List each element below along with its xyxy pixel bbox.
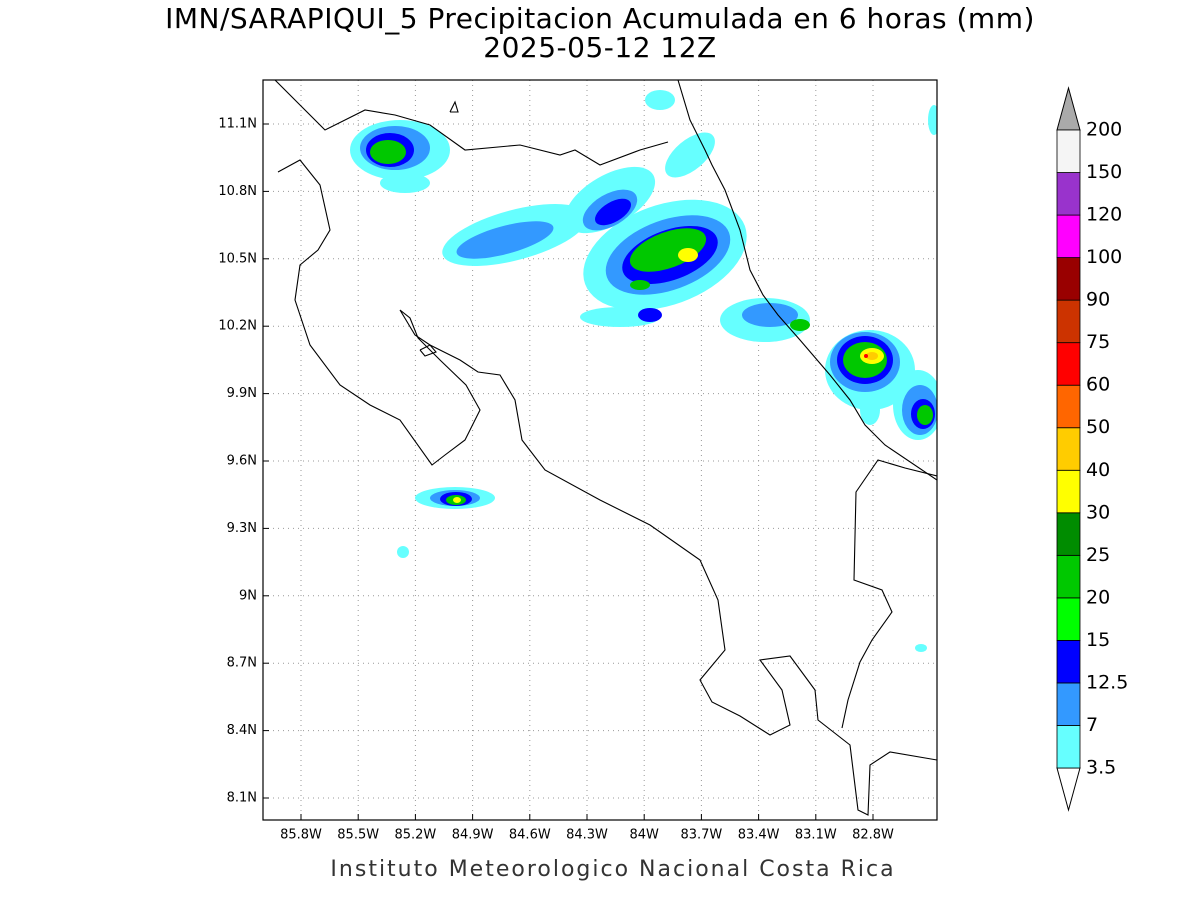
lat-tick-label: 8.4N bbox=[227, 723, 257, 738]
colorbar-box bbox=[1056, 640, 1081, 684]
colorbar-box bbox=[1056, 214, 1081, 258]
lon-tick-label: 84.3W bbox=[566, 828, 608, 843]
colorbar-label: 3.5 bbox=[1086, 757, 1116, 779]
colorbar-label: 40 bbox=[1086, 459, 1110, 481]
colorbar: 3.5 7 12.5 15 20 25 30 40 50 60 75 90 100 120 150 200 bbox=[1056, 86, 1128, 812]
lat-tick-label: 9.9N bbox=[227, 386, 257, 401]
colorbar-box bbox=[1056, 725, 1081, 769]
lon-tick-label: 84.9W bbox=[452, 828, 494, 843]
colorbar-label: 25 bbox=[1086, 544, 1110, 566]
lon-tick-label: 83.4W bbox=[738, 828, 780, 843]
colorbar-box bbox=[1056, 299, 1081, 344]
colorbar-box bbox=[1056, 682, 1081, 726]
map-frame bbox=[262, 79, 938, 821]
lat-tick-label: 11.1N bbox=[218, 117, 257, 132]
colorbar-label: 30 bbox=[1086, 501, 1110, 523]
coastlines bbox=[274, 80, 937, 816]
lat-tick-label: 9.6N bbox=[227, 454, 257, 469]
lat-tick-label: 10.5N bbox=[218, 251, 257, 266]
colorbar-below bbox=[1056, 767, 1081, 812]
footer: Instituto Meteorologico Nacional Costa R… bbox=[330, 857, 895, 882]
precipitation bbox=[350, 90, 937, 652]
colorbar-box bbox=[1056, 469, 1081, 514]
colorbar-label: 20 bbox=[1086, 586, 1110, 608]
lon-tick-label: 85.5W bbox=[337, 828, 379, 843]
colorbar-label: 7 bbox=[1086, 714, 1098, 736]
colorbar-label: 120 bbox=[1086, 204, 1122, 226]
subtitle: 2025-05-12 12Z bbox=[483, 31, 716, 64]
lon-tick-label: 83.7W bbox=[680, 828, 722, 843]
lat-tick-label: 10.2N bbox=[218, 319, 257, 334]
title: IMN/SARAPIQUI_5 Precipitacion Acumulada … bbox=[165, 2, 1035, 35]
lon-tick-label: 85.2W bbox=[394, 828, 436, 843]
colorbar-label: 60 bbox=[1086, 374, 1110, 396]
rain-red bbox=[864, 354, 868, 358]
lat-tick-label: 8.1N bbox=[227, 791, 257, 806]
colorbar-label: 100 bbox=[1086, 246, 1122, 268]
lat-tick-label: 8.7N bbox=[227, 656, 257, 671]
lon-tick-label: 82.8W bbox=[852, 828, 894, 843]
colorbar-box bbox=[1056, 512, 1081, 556]
colorbar-label: 50 bbox=[1086, 416, 1110, 438]
colorbar-box bbox=[1056, 257, 1081, 301]
colorbar-box bbox=[1056, 427, 1081, 471]
colorbar-label: 75 bbox=[1086, 331, 1110, 353]
lat-tick-label: 9N bbox=[239, 588, 257, 603]
lat-tick-label: 10.8N bbox=[218, 184, 257, 199]
colorbar-label: 200 bbox=[1086, 119, 1122, 141]
colorbar-box bbox=[1056, 597, 1081, 641]
colorbar-label: 150 bbox=[1086, 161, 1122, 183]
colorbar-label: 12.5 bbox=[1086, 671, 1128, 693]
lon-tick-label: 84.6W bbox=[509, 828, 551, 843]
colorbar-box bbox=[1056, 342, 1081, 386]
colorbar-box bbox=[1056, 172, 1081, 216]
colorbar-box bbox=[1056, 129, 1081, 173]
ticks: 11.1N 10.8N 10.5N 10.2N 9.9N 9.6N 9.3N 9N 8.7N 8.… bbox=[218, 117, 894, 843]
colorbar-above bbox=[1056, 86, 1081, 131]
lat-tick-label: 9.3N bbox=[227, 521, 257, 536]
lon-tick-label: 85.8W bbox=[280, 828, 322, 843]
colorbar-label: 90 bbox=[1086, 289, 1110, 311]
colorbar-box bbox=[1056, 554, 1081, 599]
lon-tick-label: 83.1W bbox=[795, 828, 837, 843]
colorbar-label: 15 bbox=[1086, 629, 1110, 651]
rain-orange bbox=[866, 352, 878, 360]
colorbar-box bbox=[1056, 384, 1081, 429]
lon-tick-label: 84W bbox=[629, 828, 659, 843]
